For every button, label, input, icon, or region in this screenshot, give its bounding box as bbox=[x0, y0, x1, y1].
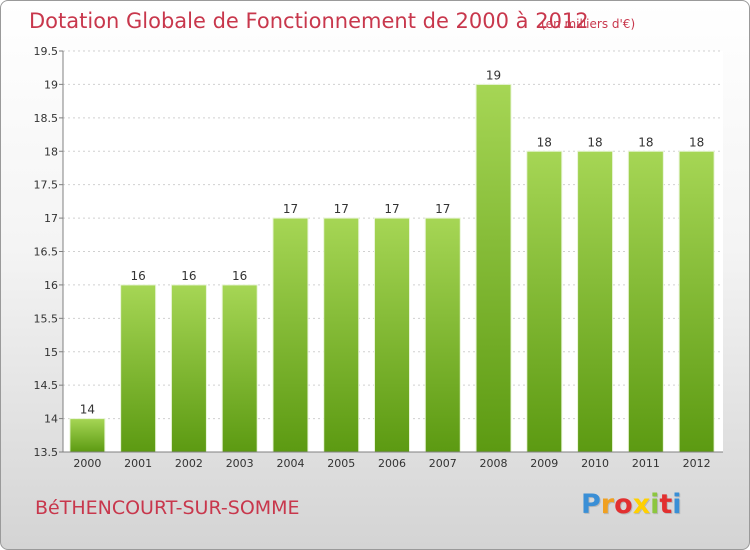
bar bbox=[272, 217, 309, 453]
bar-value-label: 17 bbox=[384, 202, 399, 216]
bar-value-label: 18 bbox=[537, 135, 552, 149]
bar bbox=[374, 217, 410, 453]
bar-value-label: 19 bbox=[486, 68, 501, 82]
y-tick-label: 15 bbox=[44, 346, 58, 359]
bar-value-label: 16 bbox=[181, 269, 196, 283]
x-tick-label: 2001 bbox=[124, 457, 152, 470]
bar bbox=[678, 150, 715, 453]
y-tick-label: 15.5 bbox=[34, 312, 59, 325]
bar-value-label: 18 bbox=[587, 135, 602, 149]
logo-letter: t bbox=[659, 489, 673, 520]
logo-letter: i bbox=[650, 489, 660, 520]
bar bbox=[170, 284, 207, 453]
bar bbox=[69, 418, 106, 453]
bar bbox=[526, 150, 563, 453]
bar-value-label: 18 bbox=[638, 135, 653, 149]
bar bbox=[577, 150, 614, 453]
logo-letter: x bbox=[632, 489, 651, 520]
x-axis: 2000 2001 2002 2003 2004 2005 2006 2007 2008 2009… bbox=[63, 451, 723, 470]
commune-name: BéTHENCOURT-SUR-SOMME bbox=[35, 497, 300, 519]
logo-letter: o bbox=[614, 489, 633, 520]
y-tick-label: 17.5 bbox=[34, 179, 59, 192]
bar-value-label: 18 bbox=[689, 135, 704, 149]
bar-value-label: 16 bbox=[131, 269, 146, 283]
bar-value-label: 14 bbox=[80, 403, 95, 417]
logo-letter: P bbox=[581, 489, 601, 520]
x-tick-label: 2003 bbox=[226, 457, 254, 470]
x-tick-label: 2000 bbox=[73, 457, 101, 470]
y-tick-label: 19 bbox=[44, 78, 58, 91]
y-tick-label: 16.5 bbox=[34, 246, 59, 259]
x-tick-label: 2004 bbox=[276, 457, 304, 470]
y-tick-label: 16 bbox=[44, 279, 58, 292]
y-tick-label: 19.5 bbox=[34, 45, 59, 58]
bar-value-label: 17 bbox=[283, 202, 298, 216]
bar bbox=[323, 217, 360, 453]
y-tick-label: 17 bbox=[44, 212, 58, 225]
bar bbox=[120, 284, 157, 453]
x-tick-label: 2005 bbox=[327, 457, 355, 470]
x-tick-label: 2006 bbox=[378, 457, 406, 470]
x-tick-label: 2007 bbox=[429, 457, 457, 470]
proxiti-logo: Proxiti bbox=[581, 489, 682, 520]
y-tick-label: 14 bbox=[44, 413, 58, 426]
bar bbox=[627, 150, 664, 453]
x-tick-label: 2011 bbox=[632, 457, 660, 470]
bar bbox=[424, 217, 461, 453]
bar-value-label: 17 bbox=[334, 202, 349, 216]
bar bbox=[221, 284, 258, 453]
y-tick-label: 13.5 bbox=[34, 446, 59, 459]
logo-letter: r bbox=[600, 489, 615, 520]
y-tick-label: 14.5 bbox=[34, 379, 59, 392]
y-tick-label: 18 bbox=[44, 145, 58, 158]
x-tick-label: 2012 bbox=[683, 457, 711, 470]
bar-value-label: 16 bbox=[232, 269, 247, 283]
bar bbox=[475, 83, 512, 453]
x-tick-label: 2008 bbox=[480, 457, 508, 470]
y-tick-label: 18.5 bbox=[34, 112, 59, 125]
y-axis: 13.5 14 14.5 15 15.5 16 16.5 17 17.5 18 18.5 19 19.5 bbox=[34, 45, 64, 459]
bars: 14 16 16 16 17 17 17 17 19 18 18 18 18 bbox=[69, 68, 715, 453]
chart-subtitle: (en milliers d'€) bbox=[541, 17, 636, 31]
logo-letter: i bbox=[672, 489, 682, 520]
x-tick-label: 2009 bbox=[530, 457, 558, 470]
x-tick-label: 2002 bbox=[175, 457, 203, 470]
bar-value-label: 17 bbox=[435, 202, 450, 216]
chart-title: Dotation Globale de Fonctionnement de 20… bbox=[29, 9, 589, 33]
x-tick-label: 2010 bbox=[581, 457, 609, 470]
